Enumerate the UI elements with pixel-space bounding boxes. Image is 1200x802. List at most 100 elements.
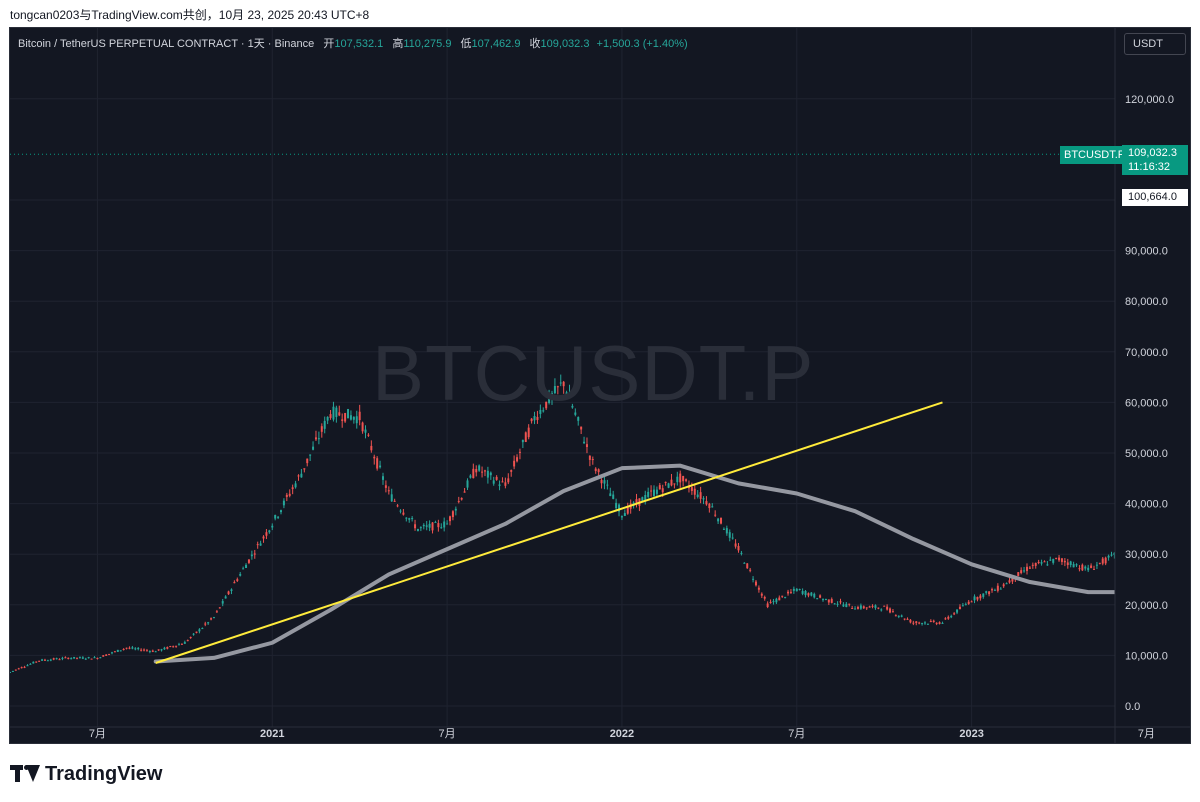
candle-body bbox=[667, 483, 670, 488]
candle-body bbox=[859, 605, 862, 609]
change-value: +1,500.3 (+1.40%) bbox=[596, 38, 688, 50]
candle-body bbox=[280, 510, 283, 513]
candle-body bbox=[967, 601, 970, 604]
candle-body bbox=[580, 426, 583, 430]
candle-body bbox=[20, 667, 23, 669]
candle-body bbox=[294, 483, 297, 488]
tradingview-logo[interactable]: TradingView bbox=[10, 763, 162, 786]
candle-body bbox=[731, 537, 734, 539]
candle-body bbox=[1002, 584, 1005, 587]
symbol-title[interactable]: Bitcoin / TetherUS PERPETUAL CONTRACT · … bbox=[18, 38, 315, 50]
price-tick-label: 80,000.0 bbox=[1125, 296, 1168, 308]
candle-body bbox=[795, 588, 798, 592]
candle-body bbox=[376, 458, 379, 469]
candle-body bbox=[542, 410, 545, 412]
candle-body bbox=[81, 657, 84, 659]
candle-body bbox=[903, 618, 906, 620]
candle-body bbox=[481, 471, 484, 473]
candle-body bbox=[431, 522, 434, 531]
candle-body bbox=[262, 536, 265, 539]
candle-body bbox=[163, 647, 166, 650]
candle-body bbox=[1081, 564, 1084, 571]
candle-body bbox=[510, 470, 513, 472]
candle-body bbox=[405, 517, 408, 519]
candle-body bbox=[944, 618, 947, 620]
candle-body bbox=[562, 381, 565, 387]
candle-body bbox=[804, 590, 807, 596]
candle-body bbox=[422, 524, 425, 527]
candle-body bbox=[527, 427, 530, 438]
trendline-1 bbox=[155, 401, 943, 664]
candle-body bbox=[227, 591, 230, 595]
candle-body bbox=[151, 650, 154, 652]
candle-body bbox=[1058, 557, 1061, 561]
candle-body bbox=[58, 659, 61, 661]
candle-body bbox=[451, 511, 454, 518]
candle-body bbox=[192, 633, 195, 635]
open-label: 开 bbox=[323, 38, 335, 50]
candle-body bbox=[760, 593, 763, 596]
candle-body bbox=[574, 412, 577, 415]
candle-body bbox=[644, 494, 647, 501]
candle-body bbox=[265, 532, 268, 536]
price-tick-label: 40,000.0 bbox=[1125, 499, 1168, 511]
candle-body bbox=[518, 451, 521, 453]
candle-body bbox=[215, 611, 218, 613]
time-tick-label: 2021 bbox=[260, 728, 284, 740]
candle-body bbox=[740, 552, 743, 554]
candle-body bbox=[230, 589, 233, 591]
candle-body bbox=[148, 650, 151, 652]
candle-body bbox=[746, 563, 749, 569]
candle-body bbox=[889, 608, 892, 613]
candle-body bbox=[842, 604, 845, 607]
candle-body bbox=[134, 648, 137, 650]
candle-body bbox=[781, 595, 784, 597]
candle-body bbox=[250, 554, 253, 557]
candle-body bbox=[900, 615, 903, 617]
candle-body bbox=[583, 441, 586, 444]
candle-body bbox=[897, 615, 900, 617]
candle-body bbox=[29, 663, 32, 665]
candle-body bbox=[361, 422, 364, 432]
candle-body bbox=[172, 646, 175, 648]
candle-body bbox=[282, 500, 285, 506]
candle-body bbox=[52, 658, 55, 660]
candle-body bbox=[373, 456, 376, 459]
bar-countdown: 11:16:32 bbox=[1128, 161, 1171, 173]
candle-body bbox=[947, 616, 950, 619]
candle-body bbox=[757, 587, 760, 590]
candle-body bbox=[355, 416, 358, 424]
currency-button[interactable]: USDT bbox=[1124, 33, 1186, 55]
candle-body bbox=[921, 623, 924, 625]
candle-body bbox=[268, 530, 271, 533]
candle-body bbox=[941, 622, 944, 624]
candle-body bbox=[559, 382, 562, 384]
high-value: 110,275.9 bbox=[403, 38, 452, 50]
candle-body bbox=[32, 661, 35, 664]
symbol-price-tag: BTCUSDT.P bbox=[1060, 146, 1130, 164]
candle-body bbox=[169, 646, 172, 648]
candle-body bbox=[696, 494, 699, 497]
candle-body bbox=[789, 591, 792, 593]
candle-body bbox=[714, 514, 717, 516]
candle-body bbox=[801, 591, 804, 594]
candle-body bbox=[446, 523, 449, 525]
candle-body bbox=[568, 392, 571, 399]
candle-body bbox=[204, 623, 207, 625]
price-tick-label: 120,000.0 bbox=[1125, 94, 1174, 106]
candle-body bbox=[1107, 555, 1110, 558]
chart-area[interactable]: 0.0 10,000.0 20,000.0 30,000.0 40,000.0 50,00… bbox=[9, 27, 1191, 744]
candle-body bbox=[784, 597, 787, 599]
candle-body bbox=[87, 657, 90, 659]
candle-body bbox=[693, 488, 696, 495]
candle-body bbox=[588, 455, 591, 460]
open-value: 107,532.1 bbox=[334, 38, 384, 50]
candle-body bbox=[658, 485, 661, 490]
candle-body bbox=[661, 488, 664, 493]
candle-body bbox=[105, 654, 108, 656]
candle-body bbox=[358, 411, 361, 421]
candle-body bbox=[46, 660, 49, 662]
candle-body bbox=[926, 623, 929, 625]
candle-body bbox=[198, 629, 201, 632]
candle-body bbox=[594, 468, 597, 472]
